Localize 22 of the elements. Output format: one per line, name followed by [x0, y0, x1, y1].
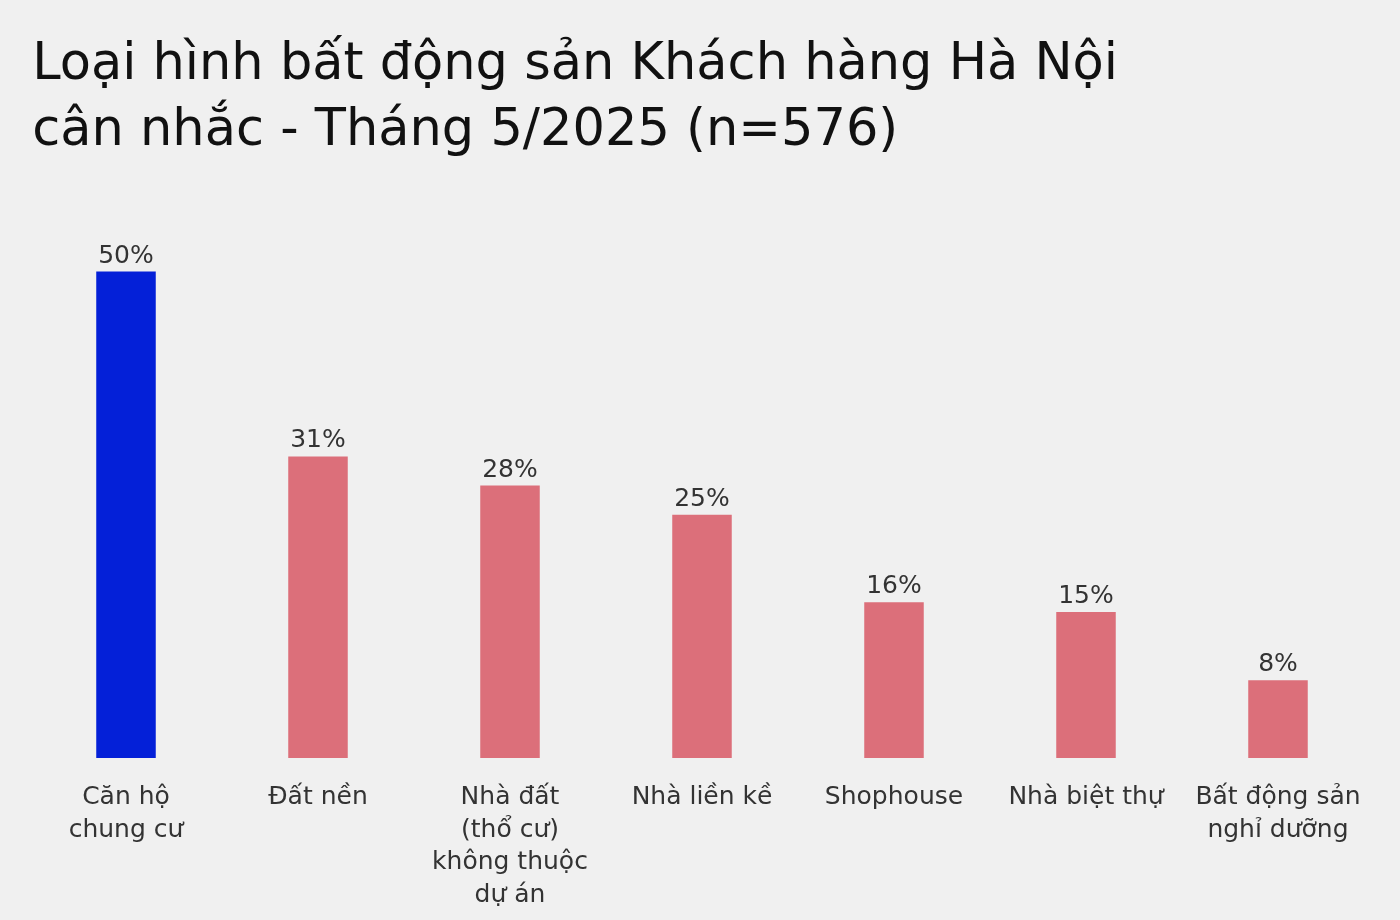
data-label: 28%: [482, 453, 538, 483]
data-label: 31%: [290, 424, 346, 454]
x-tick-label: Nhà biệt thự: [1008, 781, 1165, 810]
data-label: 15%: [1058, 580, 1114, 610]
x-tick-label: Nhà liền kề: [631, 781, 773, 810]
data-label: 8%: [1258, 648, 1298, 678]
data-label: 25%: [674, 482, 730, 512]
x-tick-label: Đất nền: [268, 781, 368, 810]
bar: [672, 514, 732, 758]
bar: [864, 602, 924, 758]
data-label: 16%: [866, 570, 922, 600]
x-tick-label: Căn hộ chung cư: [68, 781, 185, 843]
bar: [1248, 680, 1308, 758]
bar: [1056, 612, 1116, 758]
x-tick-label: Bất động sản nghỉ dưỡng: [1195, 781, 1361, 843]
data-label: 50%: [98, 239, 154, 269]
chart-title: Loại hình bất động sản Khách hàng Hà Nội cân nhắc - Tháng 5/2025 (n=576): [32, 32, 1118, 158]
x-tick-label: Shophouse: [824, 781, 964, 810]
bar: [480, 485, 540, 758]
bar: [96, 271, 156, 758]
bar: [288, 456, 348, 758]
x-tick-label: Nhà đất (thổ cư) không thuộc dự án: [432, 781, 588, 908]
